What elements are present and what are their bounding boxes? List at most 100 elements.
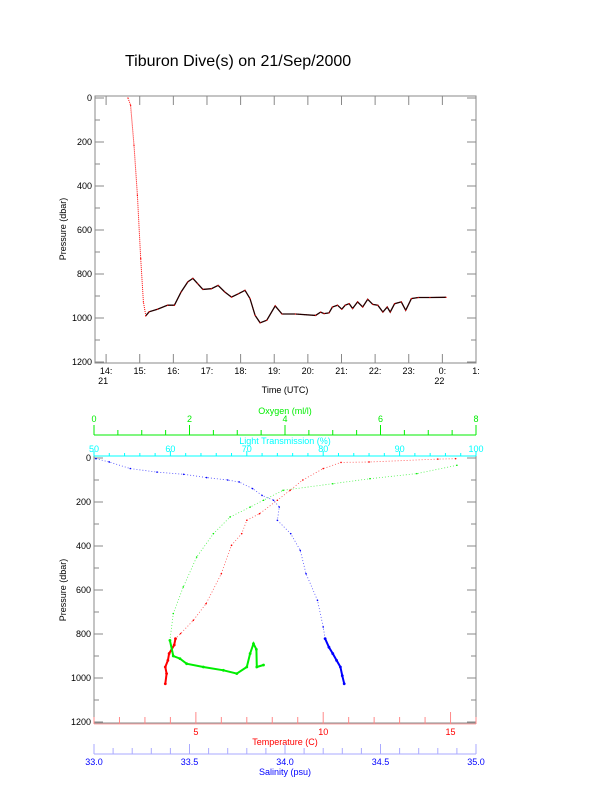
depth-point: [254, 314, 256, 316]
y-tick-label: 1200: [72, 357, 92, 367]
temperature-point: [454, 457, 457, 460]
oxygen-tick-label: 6: [378, 414, 383, 424]
depth-series-line: [145, 277, 447, 324]
salinity-point: [238, 481, 240, 483]
salinity-point: [261, 494, 263, 497]
temperature-point: [289, 489, 291, 492]
salinity-tick-label: 33.5: [181, 757, 199, 767]
depth-point: [156, 308, 159, 310]
temperature-point: [205, 602, 207, 605]
y-tick-label: 1000: [71, 673, 91, 683]
depth-point: [314, 314, 317, 316]
depth-point: [180, 291, 182, 293]
oxygen-tick-label: 8: [473, 414, 478, 424]
oxygen-point: [415, 472, 418, 475]
x-tick-label: 15:: [133, 366, 146, 376]
depth-point: [197, 283, 199, 285]
depth-point: [237, 293, 239, 295]
salinity-point: [226, 479, 229, 481]
light-tick-label: 50: [89, 444, 99, 454]
salinity-point: [322, 626, 325, 628]
salinity-axis-label: Salinity (psu): [259, 767, 311, 777]
salinity-point: [272, 499, 275, 502]
depth-point: [224, 291, 226, 293]
oxygen-axis-label: Oxygen (ml/l): [258, 406, 312, 416]
depth-point: [140, 258, 142, 260]
bottom-y-axis-label: Pressure (dbar): [58, 559, 68, 622]
y-tick-label: 200: [77, 137, 92, 147]
salinity-point: [289, 532, 292, 535]
light-tick-label: 100: [468, 444, 483, 454]
y-tick-label: 0: [87, 93, 92, 103]
salinity-point: [299, 549, 302, 552]
light-axis-label: Light Transmission (%): [239, 436, 331, 446]
temperature-point: [437, 458, 439, 460]
depth-point: [410, 298, 413, 300]
depth-point: [281, 313, 283, 315]
oxygen-point: [172, 612, 175, 615]
light-tick-label: 60: [165, 444, 175, 454]
depth-point: [445, 296, 447, 298]
y-tick-label: 0: [86, 453, 91, 463]
oxygen-profile-line: [169, 464, 457, 675]
temperature-tick-label: 15: [446, 727, 456, 737]
depth-point: [367, 298, 369, 300]
y-tick-label: 600: [76, 585, 91, 595]
depth-point: [377, 304, 379, 306]
y-tick-label: 800: [76, 629, 91, 639]
y-tick-label: 800: [77, 269, 92, 279]
depth-point: [320, 311, 322, 313]
x-tick-label: 22:: [369, 366, 382, 376]
light-tick-label: 90: [395, 444, 405, 454]
y-tick-label: 200: [76, 497, 91, 507]
profile-chart: Pressure (dbar) Oxygen (ml/l) Light Tran…: [58, 406, 485, 777]
depth-point: [372, 303, 374, 305]
depth-time-chart: Pressure (dbar) Time (UTC) 0 200 400 600 800…: [58, 93, 480, 395]
x-tick-label: 19:: [268, 366, 281, 376]
depth-point: [344, 304, 346, 306]
salinity-bottom-trace: [324, 638, 346, 684]
depth-point: [323, 313, 325, 315]
oxygen-point: [249, 506, 251, 508]
depth-point: [217, 284, 219, 287]
depth-point: [142, 301, 145, 303]
salinity-tick-label: 34.0: [276, 757, 294, 767]
depth-point: [394, 303, 396, 305]
oxygen-point: [282, 489, 284, 492]
depth-point: [294, 313, 297, 315]
salinity-point: [156, 471, 158, 473]
depth-point: [405, 309, 407, 311]
depth-point: [331, 306, 334, 308]
oxygen-tick-label: 0: [91, 414, 96, 424]
temperature-tick-label: 5: [193, 727, 198, 737]
temperature-profile-line: [164, 458, 456, 684]
depth-point: [386, 306, 388, 308]
x-date-label: 21: [98, 376, 108, 386]
oxygen-point: [369, 477, 371, 480]
depth-point: [400, 301, 402, 303]
temperature-point: [258, 512, 261, 515]
oxygen-tick-label: 4: [282, 414, 287, 424]
depth-point: [230, 296, 233, 298]
depth-point: [362, 306, 364, 308]
depth-point: [136, 194, 138, 196]
bottom-plot-frame: [93, 455, 477, 724]
depth-point: [187, 281, 189, 283]
light-tick-label: 70: [242, 444, 252, 454]
depth-point: [351, 307, 354, 310]
salinity-point: [278, 506, 281, 508]
depth-point: [192, 277, 194, 279]
descent-line: [127, 97, 447, 324]
top-plot-frame: [94, 95, 477, 364]
depth-point: [382, 311, 384, 313]
x-tick-label: 23:: [402, 366, 415, 376]
temperature-point: [192, 619, 195, 622]
x-tick-label: 0:: [439, 366, 447, 376]
oxygen-point: [182, 586, 185, 588]
temperature-point: [322, 467, 325, 470]
oxygen-point: [195, 556, 198, 558]
temperature-axis-label: Temperature (C): [252, 737, 318, 747]
depth-point: [429, 296, 431, 299]
depth-point: [202, 288, 204, 290]
